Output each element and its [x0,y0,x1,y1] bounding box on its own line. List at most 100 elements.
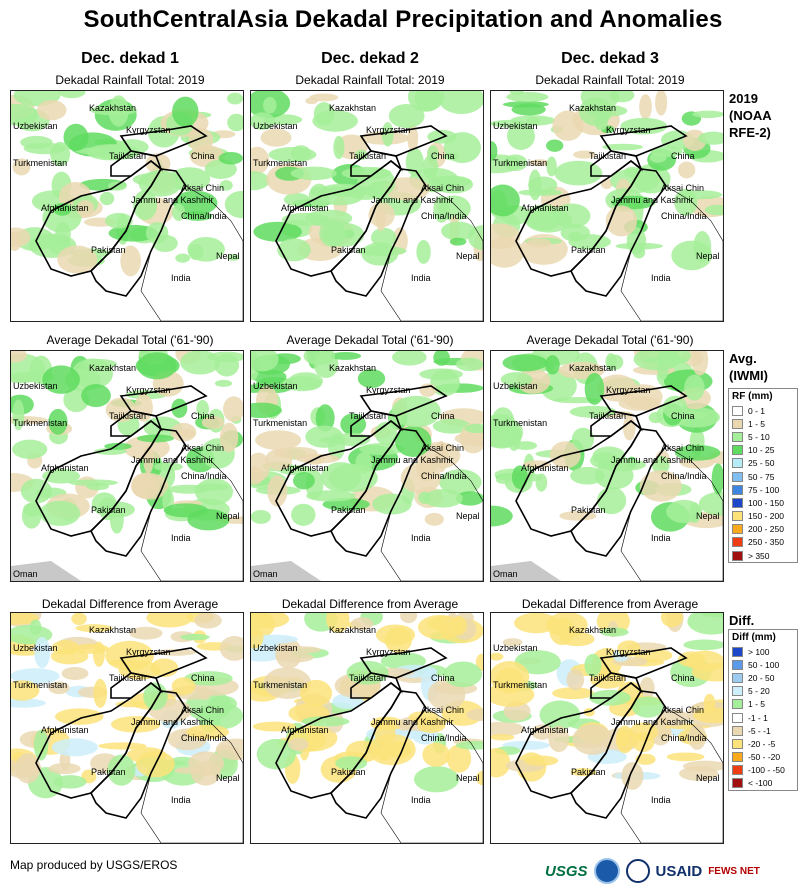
legend-swatch [732,778,743,789]
precip-patch [698,131,723,145]
place-label-aksai_chin: Aksai Chin [421,183,464,193]
legend-item: -50 - -20 [729,751,797,764]
precip-patch [283,193,310,207]
precip-patch [11,698,46,708]
place-label-kyrgyzstan: Kyrgyzstan [126,385,171,395]
precip-patch [252,721,297,732]
place-label-kazakhstan: Kazakhstan [329,103,376,113]
precip-patch [655,91,668,116]
precip-patch [566,669,585,691]
legend-swatch [732,738,743,749]
precip-patch [227,92,243,105]
row-label-avg: Avg. (IWMI) [729,350,768,384]
border-kyrgyz [359,125,448,157]
panel-subtitle: Average Dekadal Total ('61-'90) [286,333,454,347]
precip-patch [552,203,591,229]
border-india [620,185,723,321]
place-label-nepal: Nepal [456,511,480,521]
precip-patch [305,97,318,105]
precip-patch [54,708,104,725]
precip-patch [367,733,416,766]
precip-patch [263,96,277,114]
usaid-seal-icon [625,859,650,883]
precip-patch [639,676,655,700]
legend-swatch [732,471,743,482]
place-label-jammu_kashmir: Jammu and Kashmir [611,195,694,205]
place-label-uzbekistan: Uzbekistan [253,381,298,391]
precip-patch [525,204,563,231]
precip-patch [93,678,108,708]
place-label-china_india: China/India [421,471,467,481]
precip-patch [12,399,25,431]
place-label-oman: Oman [253,569,278,579]
precip-patch [251,171,270,191]
precip-patch [335,756,368,770]
precip-patch [346,660,389,685]
precip-patch [491,505,513,527]
place-label-china: China [191,673,215,683]
precip-patch [468,225,483,250]
legend-swatch [732,537,743,548]
precip-patch [227,253,240,261]
precip-patch [188,243,204,261]
oman-shading [491,561,561,581]
precip-patch [491,661,530,693]
precip-patch [137,352,177,380]
place-label-india: India [651,795,671,805]
place-label-afghanistan: Afghanistan [281,725,329,735]
map-panel: Kazakhstan Uzbekistan Kyrgyzstan Turkmenist… [10,612,244,844]
place-label-jammu_kashmir: Jammu and Kashmir [371,195,454,205]
legend-item: 10 - 25 [729,444,797,457]
border-india [380,707,483,843]
place-label-india: India [651,273,671,283]
page-title: SouthCentralAsia Dekadal Precipitation a… [83,6,723,33]
legend-label: 25 - 50 [748,458,775,469]
map-canvas: Kazakhstan Uzbekistan Kyrgyzstan Turkmenist… [491,351,723,581]
place-label-uzbekistan: Uzbekistan [493,121,538,131]
place-label-jammu_kashmir: Jammu and Kashmir [131,717,214,727]
precip-patch [48,762,81,775]
precip-patch [597,458,646,472]
precip-patch [12,158,31,176]
precip-patch [290,166,337,181]
precip-patch [329,351,362,360]
precip-patch [320,462,361,492]
place-label-turkmenistan: Turkmenistan [13,158,67,168]
precip-patch [371,227,397,248]
precip-patch [290,145,311,162]
precip-patch [291,503,316,526]
precip-patch [284,646,321,654]
precip-patch [639,470,682,502]
legend-item: 150 - 200 [729,510,797,523]
legend-item: -1 - 1 [729,711,797,724]
place-label-aksai_chin: Aksai Chin [181,705,224,715]
place-label-afghanistan: Afghanistan [521,203,569,213]
precip-patch [188,127,214,153]
precip-patch [180,351,221,375]
place-label-china_india: China/India [181,211,227,221]
precip-patch [683,639,723,651]
legend-swatch [732,699,743,710]
precip-patch [182,211,213,221]
legend-label: -20 - -5 [748,738,776,749]
legend-swatch [732,418,743,429]
place-label-uzbekistan: Uzbekistan [253,121,298,131]
place-label-pakistan: Pakistan [331,245,366,255]
place-label-pakistan: Pakistan [571,245,606,255]
place-label-india: India [651,533,671,543]
precip-patch [133,190,158,221]
precip-patch [500,372,533,387]
precip-patch [143,682,168,711]
precip-patch [333,135,345,160]
place-label-jammu_kashmir: Jammu and Kashmir [131,195,214,205]
place-label-india: India [171,533,191,543]
precip-patch [432,418,471,434]
legend-label: 75 - 100 [748,484,780,495]
map-canvas: Kazakhstan Uzbekistan Kyrgyzstan Turkmenist… [491,613,723,843]
place-label-aksai_chin: Aksai Chin [421,705,464,715]
precip-patch [633,351,681,371]
precip-patch [384,626,412,653]
precip-patch [531,724,554,740]
precip-patch [105,397,137,422]
precip-patch [255,430,302,450]
